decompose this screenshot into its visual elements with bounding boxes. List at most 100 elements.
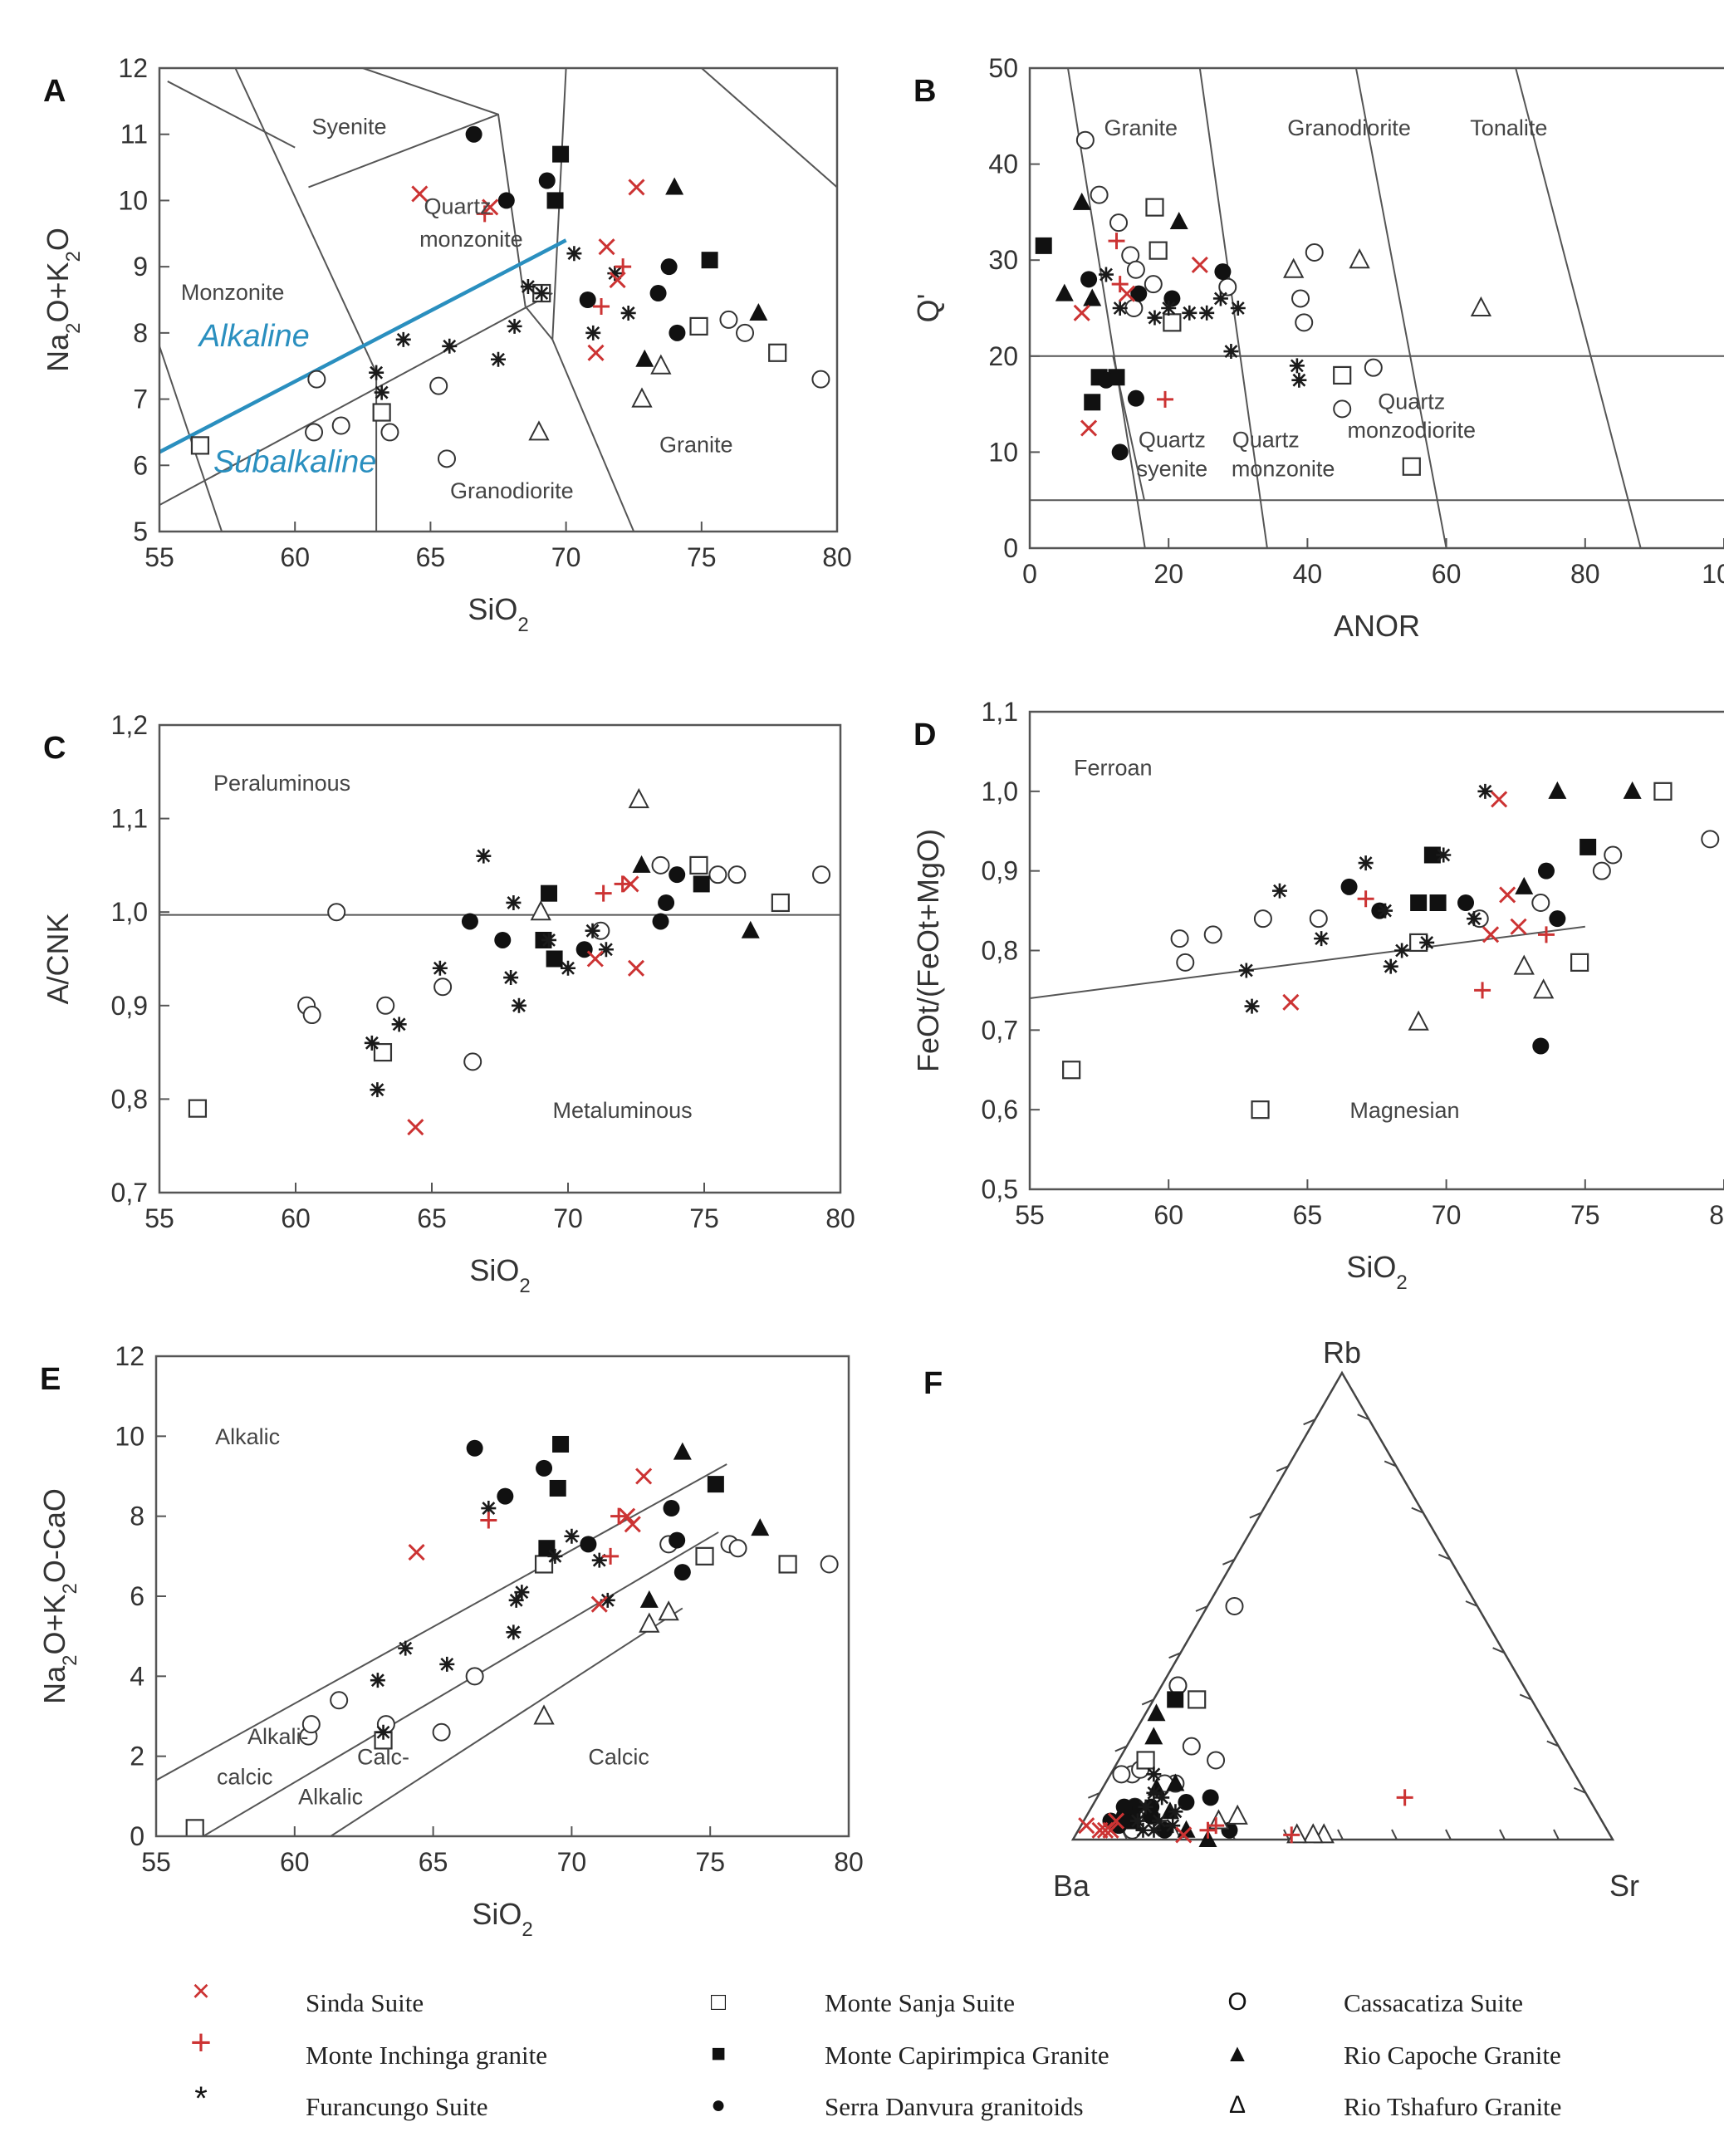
y-tick-label: 0,5 bbox=[982, 1174, 1018, 1204]
data-point-circle-open bbox=[1090, 185, 1109, 204]
data-point-circle-open bbox=[719, 310, 738, 329]
data-point-circle-open bbox=[1218, 277, 1237, 296]
data-point-circle-filled bbox=[1130, 285, 1148, 302]
data-point-circle-open bbox=[1291, 289, 1310, 308]
plot-area bbox=[159, 68, 837, 532]
data-point-circle-open bbox=[1207, 1751, 1226, 1770]
data-point-star bbox=[1146, 1766, 1162, 1782]
ternary-tick bbox=[1574, 1786, 1586, 1794]
data-point-star bbox=[607, 266, 623, 282]
y-axis-label: Na2O+K2O-CaO bbox=[37, 1488, 81, 1704]
data-point-triangle-filled bbox=[1144, 1727, 1163, 1745]
data-point-square-open bbox=[1333, 365, 1352, 385]
data-point-star bbox=[1165, 1818, 1181, 1834]
data-point-circle-open bbox=[1112, 1765, 1131, 1784]
data-point-circle-open bbox=[1203, 925, 1222, 944]
data-point-circle-filled bbox=[1340, 878, 1358, 895]
data-point-square-filled bbox=[546, 192, 564, 209]
data-point-star bbox=[1146, 1785, 1162, 1801]
data-point-plus-red bbox=[1474, 982, 1491, 999]
field-label: Quartz bbox=[1378, 389, 1445, 414]
y-tick-label: 40 bbox=[988, 149, 1018, 179]
data-point-circle-filled bbox=[1080, 271, 1098, 288]
data-point-circle-filled bbox=[579, 292, 596, 308]
data-point-star bbox=[511, 997, 527, 1013]
data-point-square-open bbox=[768, 343, 787, 362]
x-tick-label: 75 bbox=[689, 1203, 719, 1233]
panel-a: 55 60 65 70 75 80 5 6 7 8 9 10 11 12 A SiO2 Na2O+K2O Syen… bbox=[41, 53, 852, 636]
data-point-star bbox=[1147, 310, 1163, 326]
y-tick-label: 1,1 bbox=[111, 804, 148, 834]
field-boundary-line bbox=[167, 81, 296, 149]
data-point-cross-red bbox=[1118, 285, 1136, 302]
data-point-triangle-filled bbox=[632, 855, 651, 873]
data-point-star bbox=[514, 1585, 530, 1600]
x-tick-label: 60 bbox=[280, 1847, 310, 1877]
x-tick-label: 0 bbox=[1022, 559, 1037, 589]
data-point-circle-filled bbox=[1097, 371, 1114, 389]
data-point-circle-open bbox=[708, 865, 727, 884]
ternary-tick bbox=[1384, 1460, 1397, 1468]
data-point-cross-red bbox=[1078, 1817, 1095, 1835]
data-point-triangle-open bbox=[530, 900, 551, 921]
data-point-star bbox=[503, 970, 519, 986]
data-point-square-open bbox=[1570, 953, 1589, 972]
data-point-circle-open bbox=[465, 1667, 484, 1686]
legend-label: Serra Danvura granitoids bbox=[825, 2092, 1084, 2121]
data-point-star bbox=[1244, 998, 1260, 1014]
data-point-star bbox=[1223, 344, 1239, 360]
data-point-star bbox=[1154, 1790, 1170, 1806]
data-point-cross-red bbox=[1080, 419, 1098, 437]
data-point-circle-filled bbox=[461, 913, 478, 930]
ternary-tick bbox=[1168, 1652, 1181, 1659]
data-point-circle-open bbox=[331, 416, 350, 435]
data-point-star bbox=[1314, 931, 1330, 947]
field-boundary-line bbox=[1354, 68, 1447, 548]
data-point-cross-red bbox=[1482, 926, 1500, 943]
legend: × Sinda Suite + Monte Inchinga granite *… bbox=[190, 1974, 1561, 2121]
data-point-star bbox=[561, 960, 575, 976]
data-point-square-open bbox=[689, 316, 708, 336]
y-tick-label: 10 bbox=[115, 1421, 144, 1451]
data-point-star bbox=[566, 246, 582, 262]
data-point-triangle-open bbox=[639, 1612, 660, 1633]
data-point-cross-red bbox=[408, 1543, 425, 1561]
data-point-circle-filled bbox=[1202, 1789, 1219, 1806]
data-point-cross-red bbox=[624, 1516, 641, 1533]
data-point-plus-red bbox=[595, 884, 612, 902]
data-point-star bbox=[620, 305, 636, 321]
y-tick-label: 5 bbox=[133, 517, 148, 546]
data-point-plus-red bbox=[1537, 926, 1555, 943]
data-point-star bbox=[547, 1548, 563, 1564]
data-point-cross-red bbox=[1191, 256, 1208, 274]
data-point-circle-open bbox=[651, 855, 670, 875]
data-point-triangle-open bbox=[1283, 257, 1305, 278]
field-boundary-line bbox=[551, 339, 635, 532]
panel-e: 55 60 65 70 75 80 0 2 4 6 8 10 12 E SiO2 Na2O+K2O-CaO Al… bbox=[37, 1341, 864, 1941]
x-tick-label: 80 bbox=[1709, 1200, 1724, 1230]
field-label: calcic bbox=[217, 1764, 273, 1789]
data-point-square-open bbox=[1149, 241, 1168, 260]
panel-d: 55 60 65 70 75 80 0,5 0,6 0,7 0,8 0,9 1,0 1,1 D SiO2 Fe… bbox=[911, 697, 1724, 1294]
legend-symbol: ■ bbox=[711, 2040, 726, 2067]
data-point-triangle-filled bbox=[1147, 1703, 1166, 1722]
y-tick-label: 0 bbox=[1003, 533, 1018, 563]
data-point-star bbox=[369, 365, 384, 380]
field-boundary-line bbox=[1030, 925, 1585, 999]
data-point-star bbox=[600, 1592, 615, 1608]
y-tick-label: 6 bbox=[130, 1581, 144, 1611]
panel-f: F Rb Ba Sr bbox=[923, 1335, 1639, 1903]
data-point-star bbox=[1135, 1822, 1151, 1838]
data-point-circle-filled bbox=[663, 1500, 680, 1517]
data-point-star bbox=[534, 286, 550, 301]
legend-symbol: O bbox=[1227, 1988, 1246, 2016]
x-tick-label: 70 bbox=[551, 542, 581, 572]
data-point-triangle-open bbox=[1227, 1804, 1248, 1825]
plot-area bbox=[159, 787, 840, 1136]
data-point-triangle-open bbox=[1302, 1823, 1324, 1844]
x-tick-label: 65 bbox=[416, 542, 446, 572]
field-label: Alkalic bbox=[298, 1784, 363, 1809]
x-tick-label: 40 bbox=[1293, 559, 1323, 589]
y-axis-label: Na2O+K2O bbox=[41, 228, 85, 372]
data-point-star bbox=[442, 338, 458, 354]
